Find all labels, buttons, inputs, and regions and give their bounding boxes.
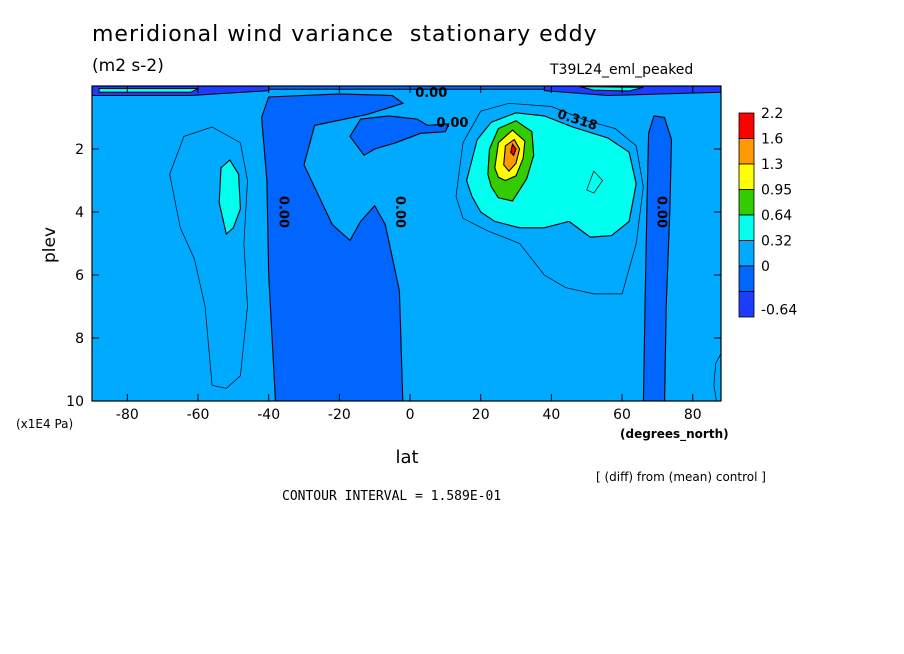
y-tick-label: 2 xyxy=(75,142,84,158)
colorbar-label: 0.32 xyxy=(761,234,792,250)
thin-contour-3 xyxy=(713,353,721,401)
run-label: T39L24_eml_peaked xyxy=(550,62,694,78)
x-tick-label: -60 xyxy=(187,407,210,423)
colorbar-swatch xyxy=(738,112,755,139)
colorbar-label: 0.95 xyxy=(761,183,792,199)
plot-frame xyxy=(91,85,722,402)
thin-contour-1 xyxy=(455,102,644,295)
colorbar-label: 0 xyxy=(761,259,770,275)
x-tick-label: -80 xyxy=(116,407,139,423)
contour-interval: CONTOUR INTERVAL = 1.589E-01 xyxy=(282,489,502,504)
y-tick-label: 8 xyxy=(75,331,84,347)
colorbar-label: 1.3 xyxy=(761,157,783,173)
x-tick-label: 20 xyxy=(472,407,490,423)
contour-label: 0.00 xyxy=(275,196,290,228)
chart-units: (m2 s-2) xyxy=(92,56,164,76)
thin-contour-0 xyxy=(169,126,248,389)
colorbar: 2.2 1.6 1.3 0.95 0.64 0.32 0 -0.64 xyxy=(738,106,797,318)
y-tick-label: 4 xyxy=(75,205,84,221)
chart-title: meridional wind variance stationary eddy xyxy=(92,22,598,47)
contour-label: 0.00 xyxy=(415,86,447,101)
x-axis-units: (degrees_north) xyxy=(620,427,729,442)
fill-nh-negative xyxy=(642,115,673,401)
y-tick-label: 6 xyxy=(75,268,84,284)
x-tick-label: -20 xyxy=(328,407,351,423)
x-tick-label: 60 xyxy=(613,407,631,423)
x-axis-label: lat xyxy=(395,447,418,468)
x-tick-label: 40 xyxy=(542,407,560,423)
colorbar-label: 1.6 xyxy=(761,132,783,148)
contour-label: 0.00 xyxy=(653,196,668,228)
contour-label: 0.00 xyxy=(436,116,468,131)
x-tick-label: 0 xyxy=(406,407,415,423)
colorbar-swatch xyxy=(738,163,755,190)
colorbar-swatch xyxy=(738,214,755,241)
x-tick-label: -40 xyxy=(257,407,280,423)
thin-contour-2 xyxy=(586,170,604,194)
fill-red xyxy=(510,143,517,157)
axis-ticks: -80 -60 -40 -20 0 20 40 60 80 2 4 6 8 10 xyxy=(66,86,721,423)
contour-lines xyxy=(169,102,721,401)
fill-orange xyxy=(503,138,521,172)
colorbar-swatch xyxy=(738,138,755,165)
y-tick-label: 10 xyxy=(66,394,84,410)
contour-label: 0.00 xyxy=(392,196,407,228)
x-tick-label: 80 xyxy=(684,407,702,423)
colorbar-swatch xyxy=(738,240,755,267)
fill-sh-cyan xyxy=(218,159,241,236)
colorbar-swatch xyxy=(738,291,755,318)
fill-negative-pocket xyxy=(349,115,450,157)
y-axis-units: (x1E4 Pa) xyxy=(16,417,73,431)
y-axis-label: plev xyxy=(40,227,60,263)
colorbar-swatch xyxy=(738,189,755,216)
contour-fills xyxy=(92,86,721,401)
fill-sh-negative xyxy=(261,93,405,401)
footer-note: [ (diff) from (mean) control ] xyxy=(596,470,766,484)
colorbar-label: -0.64 xyxy=(761,302,797,318)
colorbar-swatch xyxy=(738,265,755,292)
fill-top-left-cyan xyxy=(98,88,199,93)
colorbar-label: 0.64 xyxy=(761,208,792,224)
colorbar-label: 2.2 xyxy=(761,106,783,122)
